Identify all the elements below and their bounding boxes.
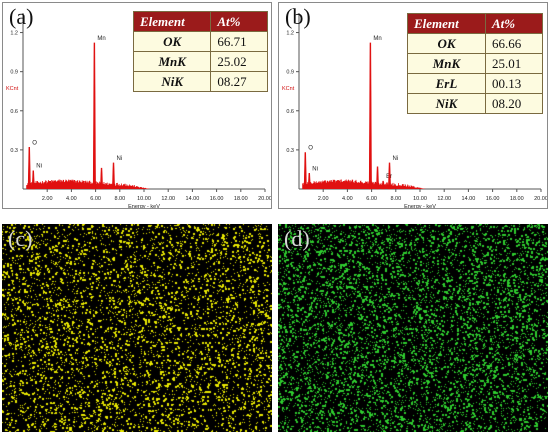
x-tick-label: 2.00 [318, 196, 329, 202]
panel-label-d: (d) [284, 226, 310, 251]
element-cell: MnK [132, 51, 212, 72]
peak-label: O [308, 145, 313, 151]
y-tick-label: 1.2 [10, 31, 18, 37]
element-cell: NiK [407, 93, 486, 114]
element-map-c: (c) [2, 224, 272, 432]
spectrum-panel-a: 2.00 4.00 6.00 8.00 10.00 12.00 14.00 16.00 18.0… [2, 2, 272, 209]
table-row: OK 66.71 [132, 31, 268, 52]
y-tick-label: 0.9 [10, 70, 18, 76]
header-atomic-percent: At% [484, 13, 544, 34]
header-atomic-percent: At% [210, 11, 268, 32]
x-tick-label: 18.00 [234, 196, 248, 202]
spectrum-peak [387, 162, 392, 190]
y-tick-label: 1.2 [286, 31, 294, 37]
y-axis-label: KCnt [282, 86, 295, 92]
peak-label: Mn [97, 36, 105, 42]
value-cell: 66.66 [484, 33, 544, 54]
value-cell: 25.02 [210, 51, 268, 72]
value-cell: 66.71 [210, 31, 268, 52]
element-map-image-c [2, 224, 272, 432]
spectrum-peak [31, 170, 35, 190]
x-tick-label: 6.00 [90, 196, 101, 202]
table-row: NiK 08.20 [407, 93, 544, 114]
spectrum-peak [92, 42, 96, 190]
x-tick-label: 18.00 [510, 196, 524, 202]
table-row: MnK 25.01 [407, 53, 544, 74]
x-axis-label: Energy - keV [404, 204, 436, 209]
spectrum-peak [303, 152, 307, 190]
element-cell: OK [407, 33, 486, 54]
element-cell: MnK [407, 53, 486, 74]
peak-label: Mn [373, 36, 381, 42]
x-tick-label: 12.00 [161, 196, 175, 202]
x-tick-label: 6.00 [366, 196, 377, 202]
peak-label: Ni [117, 156, 123, 162]
spectrum-peak [100, 167, 104, 190]
panel-label-c: (c) [8, 226, 33, 251]
y-tick-label: 0.3 [286, 148, 294, 154]
x-tick-label: 20.00 [258, 196, 272, 202]
composition-table-a: Element At% OK 66.71 MnK 25.02 NiK 08.27 [132, 11, 268, 92]
element-cell: OK [132, 31, 212, 52]
x-tick-label: 16.00 [486, 196, 500, 202]
x-tick-label: 4.00 [342, 196, 353, 202]
table-row: NiK 08.27 [132, 71, 268, 92]
value-cell: 08.27 [210, 71, 268, 92]
y-tick-label: 0.9 [286, 70, 294, 76]
spectrum-peak [27, 146, 31, 190]
spectrum-background [302, 179, 427, 189]
y-axis-label: KCnt [6, 86, 19, 92]
x-tick-label: 8.00 [390, 196, 401, 202]
spectrum-chart-b: 2.00 4.00 6.00 8.00 10.00 12.00 14.00 16.00 18.0… [282, 13, 548, 209]
spectrum-peak [368, 42, 372, 190]
panel-label-a: (a) [9, 4, 34, 29]
x-tick-label: 10.00 [137, 196, 151, 202]
x-tick-label: 14.00 [186, 196, 200, 202]
element-cell: ErL [407, 73, 486, 94]
spectrum-peak [307, 173, 311, 190]
peak-label: O [32, 140, 37, 146]
x-tick-label: 12.00 [437, 196, 451, 202]
y-tick-label: 0.6 [10, 109, 18, 115]
header-element: Element [407, 13, 486, 34]
table-row: OK 66.66 [407, 33, 544, 54]
x-tick-label: 14.00 [462, 196, 476, 202]
value-cell: 00.13 [484, 73, 544, 94]
composition-table-b: Element At% OK 66.66 MnK 25.01 ErL 00.13… [407, 13, 544, 114]
value-cell: 08.20 [484, 93, 544, 114]
peak-label: Ni [393, 156, 399, 162]
x-tick-label: 16.00 [210, 196, 224, 202]
x-tick-label: 8.00 [114, 196, 125, 202]
spectrum-peak [381, 180, 385, 190]
value-cell: 25.01 [484, 53, 544, 74]
y-tick-label: 0.3 [10, 148, 18, 154]
spectrum-peak [376, 166, 380, 190]
element-cell: NiK [132, 71, 212, 92]
x-tick-label: 4.00 [66, 196, 77, 202]
peak-label: Ni [312, 166, 318, 172]
x-tick-label: 2.00 [42, 196, 53, 202]
x-tick-label: 20.00 [534, 196, 548, 202]
spectrum-peak [111, 162, 116, 190]
spectrum-chart-a: 2.00 4.00 6.00 8.00 10.00 12.00 14.00 16.00 18.0… [6, 13, 272, 209]
x-tick-label: 10.00 [413, 196, 427, 202]
header-element: Element [132, 11, 212, 32]
table-row: MnK 25.02 [132, 51, 268, 72]
y-tick-label: 0.6 [286, 109, 294, 115]
table-row: ErL 00.13 [407, 73, 544, 94]
panel-label-b: (b) [285, 4, 311, 29]
x-axis-label: Energy - keV [128, 204, 160, 209]
spectrum-panel-b: 2.00 4.00 6.00 8.00 10.00 12.00 14.00 16.00 18.0… [278, 2, 548, 209]
spectrum-background [26, 179, 151, 189]
peak-label: Ni [36, 164, 42, 170]
element-map-d: (d) [278, 224, 548, 432]
element-map-image-d [278, 224, 548, 432]
